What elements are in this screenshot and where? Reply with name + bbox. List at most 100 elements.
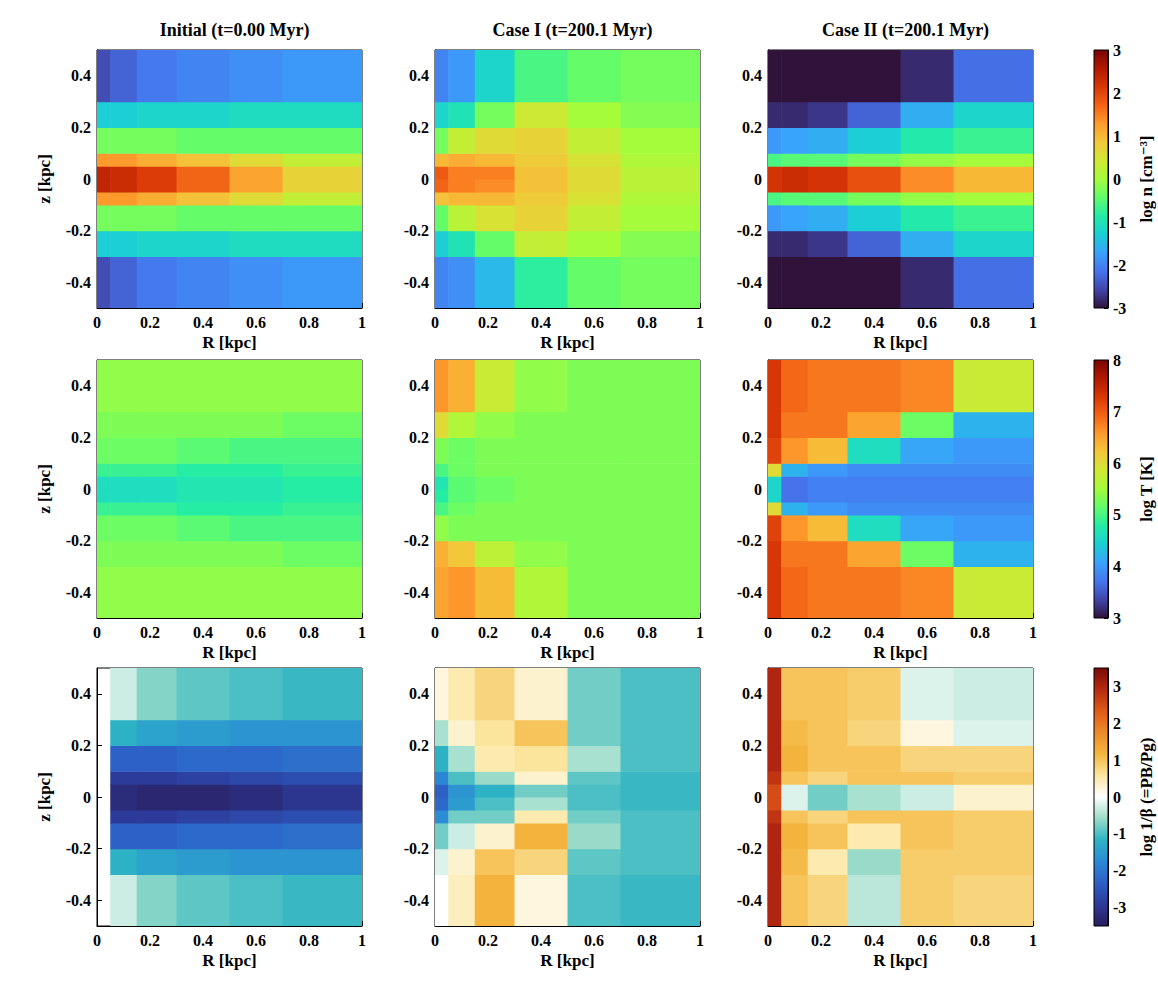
svg-text:-0.4: -0.4 bbox=[737, 274, 762, 291]
svg-text:0.8: 0.8 bbox=[299, 624, 319, 641]
svg-text:0.2: 0.2 bbox=[478, 932, 498, 949]
svg-text:-0.4: -0.4 bbox=[66, 892, 91, 909]
svg-text:-0.4: -0.4 bbox=[404, 892, 429, 909]
svg-text:z [kpc]: z [kpc] bbox=[35, 154, 54, 204]
svg-text:0.2: 0.2 bbox=[811, 314, 831, 331]
svg-text:log n [cm⁻³]: log n [cm⁻³] bbox=[1137, 136, 1156, 223]
svg-text:0.8: 0.8 bbox=[970, 314, 990, 331]
svg-text:1: 1 bbox=[1113, 128, 1121, 145]
svg-text:0.4: 0.4 bbox=[71, 685, 91, 702]
svg-text:-1: -1 bbox=[1113, 825, 1126, 842]
svg-text:0.4: 0.4 bbox=[193, 624, 213, 641]
svg-text:0.6: 0.6 bbox=[246, 624, 266, 641]
svg-text:0.2: 0.2 bbox=[140, 624, 160, 641]
svg-text:0: 0 bbox=[1113, 171, 1121, 188]
svg-text:1: 1 bbox=[696, 314, 704, 331]
svg-text:log T [K]: log T [K] bbox=[1137, 456, 1156, 522]
svg-text:1: 1 bbox=[696, 932, 704, 949]
svg-text:1: 1 bbox=[696, 624, 704, 641]
svg-text:4: 4 bbox=[1113, 558, 1121, 575]
svg-text:0.4: 0.4 bbox=[409, 685, 429, 702]
svg-text:0: 0 bbox=[754, 171, 762, 188]
svg-text:0: 0 bbox=[1113, 789, 1121, 806]
svg-text:Case II (t=200.1 Myr): Case II (t=200.1 Myr) bbox=[822, 20, 989, 41]
svg-text:0: 0 bbox=[93, 932, 101, 949]
svg-text:Initial (t=0.00 Myr): Initial (t=0.00 Myr) bbox=[160, 20, 310, 41]
svg-text:0.2: 0.2 bbox=[71, 119, 91, 136]
svg-text:0: 0 bbox=[421, 789, 429, 806]
svg-text:R [kpc]: R [kpc] bbox=[873, 643, 927, 662]
svg-text:1: 1 bbox=[1113, 752, 1121, 769]
svg-text:0: 0 bbox=[754, 789, 762, 806]
svg-text:0: 0 bbox=[431, 314, 439, 331]
svg-text:0.2: 0.2 bbox=[478, 624, 498, 641]
svg-text:0.4: 0.4 bbox=[71, 67, 91, 84]
svg-text:-2: -2 bbox=[1113, 257, 1126, 274]
svg-text:-0.4: -0.4 bbox=[66, 274, 91, 291]
svg-text:0: 0 bbox=[431, 624, 439, 641]
svg-text:0.2: 0.2 bbox=[742, 429, 762, 446]
svg-text:0.2: 0.2 bbox=[742, 119, 762, 136]
svg-text:0.2: 0.2 bbox=[409, 119, 429, 136]
svg-text:0.4: 0.4 bbox=[531, 624, 551, 641]
svg-text:1: 1 bbox=[358, 932, 366, 949]
svg-text:0: 0 bbox=[764, 624, 772, 641]
svg-text:0.4: 0.4 bbox=[71, 377, 91, 394]
svg-text:-0.2: -0.2 bbox=[737, 222, 762, 239]
svg-text:0.8: 0.8 bbox=[299, 314, 319, 331]
svg-text:-0.4: -0.4 bbox=[737, 584, 762, 601]
svg-text:0: 0 bbox=[764, 314, 772, 331]
svg-text:R [kpc]: R [kpc] bbox=[873, 951, 927, 970]
svg-text:R [kpc]: R [kpc] bbox=[202, 643, 256, 662]
svg-text:0.8: 0.8 bbox=[299, 932, 319, 949]
svg-text:0.4: 0.4 bbox=[864, 932, 884, 949]
svg-text:R [kpc]: R [kpc] bbox=[202, 333, 256, 352]
svg-text:-0.2: -0.2 bbox=[404, 840, 429, 857]
svg-text:-0.2: -0.2 bbox=[404, 222, 429, 239]
svg-text:5: 5 bbox=[1113, 506, 1121, 523]
svg-text:0.6: 0.6 bbox=[917, 624, 937, 641]
svg-text:0.2: 0.2 bbox=[140, 314, 160, 331]
svg-text:0: 0 bbox=[421, 171, 429, 188]
svg-text:0.6: 0.6 bbox=[246, 932, 266, 949]
svg-text:R [kpc]: R [kpc] bbox=[540, 643, 594, 662]
svg-text:-0.2: -0.2 bbox=[66, 532, 91, 549]
svg-text:-0.4: -0.4 bbox=[737, 892, 762, 909]
svg-text:1: 1 bbox=[1029, 624, 1037, 641]
svg-text:R [kpc]: R [kpc] bbox=[540, 333, 594, 352]
svg-text:-3: -3 bbox=[1113, 899, 1126, 916]
svg-text:0.6: 0.6 bbox=[584, 314, 604, 331]
svg-text:0.4: 0.4 bbox=[742, 685, 762, 702]
svg-text:0: 0 bbox=[421, 481, 429, 498]
svg-text:0.2: 0.2 bbox=[742, 737, 762, 754]
svg-text:-0.2: -0.2 bbox=[404, 532, 429, 549]
svg-text:0.8: 0.8 bbox=[637, 314, 657, 331]
svg-text:8: 8 bbox=[1113, 352, 1121, 369]
svg-text:0: 0 bbox=[754, 481, 762, 498]
svg-text:0.6: 0.6 bbox=[917, 314, 937, 331]
svg-text:0.2: 0.2 bbox=[140, 932, 160, 949]
svg-text:0.6: 0.6 bbox=[584, 932, 604, 949]
svg-text:-0.2: -0.2 bbox=[737, 840, 762, 857]
svg-text:0.4: 0.4 bbox=[193, 932, 213, 949]
svg-text:-2: -2 bbox=[1113, 862, 1126, 879]
svg-text:-0.2: -0.2 bbox=[66, 840, 91, 857]
svg-text:2: 2 bbox=[1113, 85, 1121, 102]
svg-text:z [kpc]: z [kpc] bbox=[35, 772, 54, 822]
svg-text:-0.2: -0.2 bbox=[737, 532, 762, 549]
svg-text:0.2: 0.2 bbox=[409, 429, 429, 446]
svg-text:7: 7 bbox=[1113, 403, 1121, 420]
svg-text:0: 0 bbox=[431, 932, 439, 949]
svg-text:z [kpc]: z [kpc] bbox=[35, 464, 54, 514]
svg-text:0.8: 0.8 bbox=[637, 624, 657, 641]
svg-text:3: 3 bbox=[1113, 610, 1121, 627]
svg-text:0.4: 0.4 bbox=[531, 314, 551, 331]
svg-text:R [kpc]: R [kpc] bbox=[540, 951, 594, 970]
svg-text:1: 1 bbox=[1029, 932, 1037, 949]
svg-text:0.2: 0.2 bbox=[409, 737, 429, 754]
svg-text:0: 0 bbox=[764, 932, 772, 949]
svg-text:0.8: 0.8 bbox=[970, 932, 990, 949]
svg-text:-0.4: -0.4 bbox=[66, 584, 91, 601]
svg-text:0: 0 bbox=[83, 789, 91, 806]
svg-text:1: 1 bbox=[358, 314, 366, 331]
